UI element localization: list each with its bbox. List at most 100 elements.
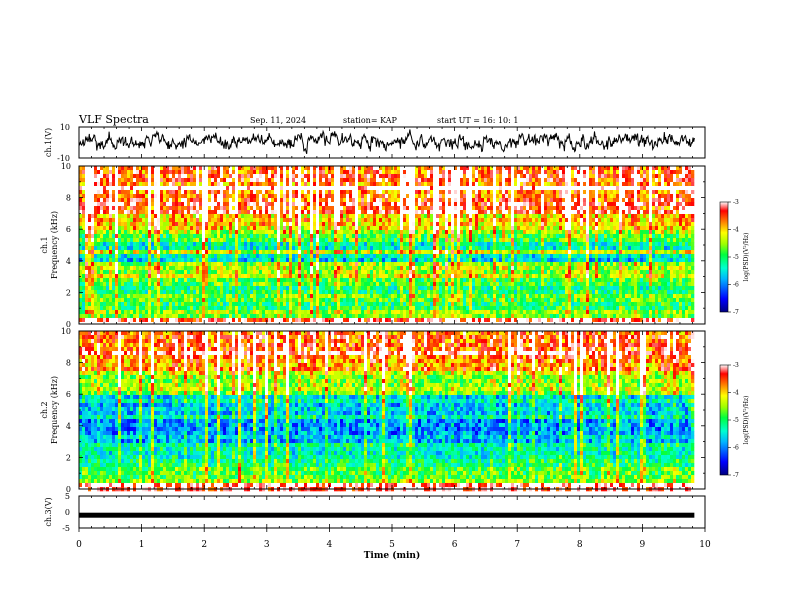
spectrogram-cell <box>322 258 326 263</box>
spectrogram-cell <box>103 178 107 183</box>
spectrogram-cell <box>298 222 302 227</box>
spectrogram-cell <box>94 174 98 179</box>
spectrogram-cell <box>181 170 185 175</box>
spectrogram-cell <box>124 270 128 275</box>
spectrogram-cell <box>166 258 170 263</box>
spectrogram-cell <box>415 234 419 239</box>
spectrogram-cell <box>112 202 116 207</box>
spectrogram-cell <box>367 190 371 195</box>
spectrogram-cell <box>217 238 221 243</box>
spectrogram-cell <box>142 182 146 187</box>
spectrogram-cell <box>304 166 308 171</box>
spectrogram-cell <box>409 298 413 303</box>
spectrogram-cell <box>148 254 152 259</box>
spectrogram-cell <box>370 286 374 291</box>
spectrogram-cell <box>250 234 254 239</box>
spectrogram-cell <box>184 206 188 211</box>
spectrogram-cell <box>340 290 344 295</box>
spectrogram-cell <box>391 218 395 223</box>
spectrogram-cell <box>151 182 155 187</box>
spectrogram-cell <box>370 294 374 299</box>
spectrogram-cell <box>235 178 239 183</box>
spectrogram-cell <box>328 182 332 187</box>
spectrogram-cell <box>124 290 128 295</box>
spectrogram-cell <box>148 194 152 199</box>
spectrogram-cell <box>334 314 338 319</box>
spectrogram-cell <box>100 206 104 211</box>
spectrogram-cell <box>133 174 137 179</box>
spectrogram-cell <box>127 254 131 259</box>
spectrogram-cell <box>415 274 419 279</box>
spectrogram-cell <box>160 178 164 183</box>
spectrogram-cell <box>181 166 185 171</box>
spectrogram-cell <box>346 314 350 319</box>
spectrogram-cell <box>103 266 107 271</box>
spectrogram-cell <box>226 286 230 291</box>
spectrogram-cell <box>85 270 89 275</box>
spectrogram-cell <box>382 266 386 271</box>
spectrogram-cell <box>127 274 131 279</box>
spectrogram-cell <box>271 274 275 279</box>
spectrogram-cell <box>418 178 422 183</box>
spectrogram-cell <box>409 206 413 211</box>
spectrogram-cell <box>142 306 146 311</box>
spectrogram-cell <box>214 178 218 183</box>
spectrogram-cell <box>127 214 131 219</box>
spectrogram-cell <box>160 194 164 199</box>
spectrogram-cell <box>145 314 149 319</box>
spectrogram-cell <box>445 218 449 223</box>
spectrogram-cell <box>85 206 89 211</box>
spectrogram-cell <box>211 202 215 207</box>
spectrogram-cell <box>100 298 104 303</box>
spectrogram-cell <box>106 202 110 207</box>
spectrogram-cell <box>178 278 182 283</box>
spectrogram-cell <box>337 210 341 215</box>
spectrogram-cell <box>121 254 125 259</box>
spectrogram-cell <box>244 166 248 171</box>
spectrogram-cell <box>94 254 98 259</box>
spectrogram-cell <box>361 170 365 175</box>
spectrogram-cell <box>109 282 113 287</box>
spectrogram-cell <box>94 274 98 279</box>
spectrogram-cell <box>235 210 239 215</box>
spectrogram-cell <box>88 182 92 187</box>
spectrogram-cell <box>382 298 386 303</box>
spectrogram-cell <box>433 230 437 235</box>
spectrogram-cell <box>187 226 191 231</box>
spectrogram-cell <box>421 262 425 267</box>
spectrogram-cell <box>244 310 248 315</box>
spectrogram-cell <box>373 286 377 291</box>
spectrogram-cell <box>385 226 389 231</box>
spectrogram-cell <box>289 290 293 295</box>
spectrogram-cell <box>328 302 332 307</box>
spectrogram-cell <box>103 250 107 255</box>
spectrogram-cell <box>85 174 89 179</box>
spectrogram-cell <box>244 314 248 319</box>
spectrogram-cell <box>142 302 146 307</box>
spectrogram-cell <box>376 198 380 203</box>
spectrogram-cell <box>343 318 347 323</box>
spectrogram-cell <box>337 274 341 279</box>
spectrogram-cell <box>100 266 104 271</box>
spectrogram-cell <box>307 298 311 303</box>
spectrogram-cell <box>358 214 362 219</box>
spectrogram-cell <box>166 254 170 259</box>
spectrogram-cell <box>91 302 95 307</box>
spectrogram-cell <box>328 218 332 223</box>
spectrogram-cell <box>349 218 353 223</box>
spectrogram-cell <box>349 278 353 283</box>
spectrogram-cell <box>112 262 116 267</box>
spectrogram-cell <box>280 302 284 307</box>
spectrogram-cell <box>292 270 296 275</box>
spectrogram-cell <box>196 250 200 255</box>
spectrogram-cell <box>298 178 302 183</box>
spectrogram-cell <box>334 166 338 171</box>
spectrogram-cell <box>136 302 140 307</box>
spectrogram-cell <box>298 242 302 247</box>
spectrogram-cell <box>265 298 269 303</box>
spectrogram-cell <box>370 306 374 311</box>
spectrogram-cell <box>160 246 164 251</box>
spectrogram-cell <box>268 246 272 251</box>
spectrogram-cell <box>145 234 149 239</box>
spectrogram-cell <box>271 258 275 263</box>
